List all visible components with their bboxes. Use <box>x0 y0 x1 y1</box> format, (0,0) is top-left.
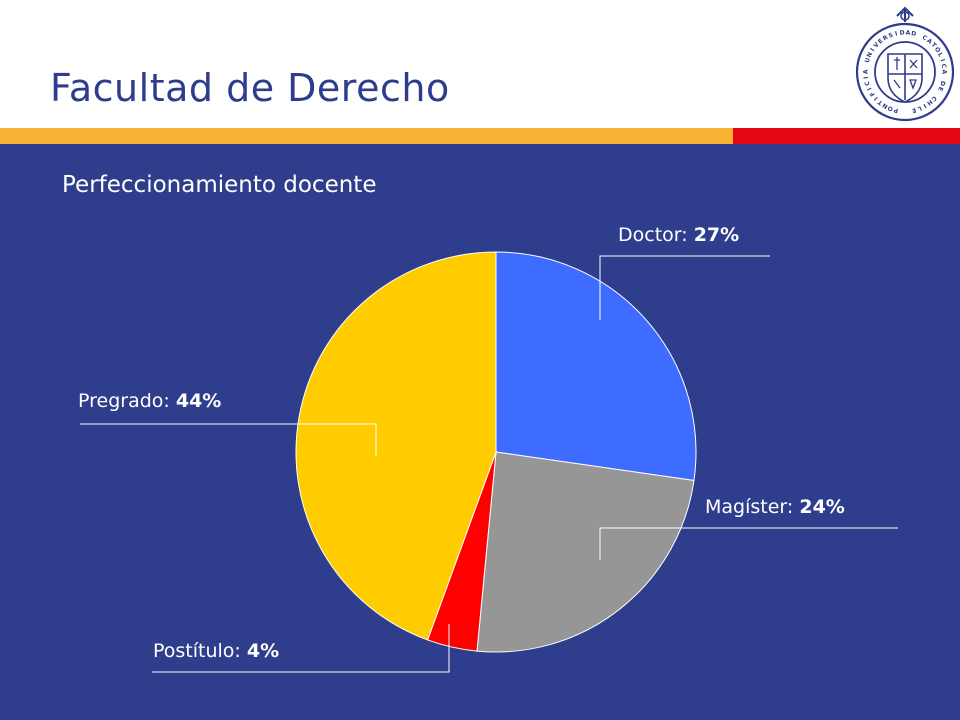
data-label-doctor: Doctor: 27% <box>618 224 739 246</box>
svg-text:I: I <box>863 76 870 79</box>
svg-text:D: D <box>938 80 946 87</box>
svg-text:I: I <box>894 30 898 37</box>
svg-text:T: T <box>930 42 939 50</box>
slice-category-label: Doctor: <box>618 224 694 246</box>
svg-text:A: A <box>925 37 933 46</box>
svg-text:L: L <box>936 52 944 59</box>
slice-value-label: 24% <box>799 496 844 518</box>
callout-line-pregrado <box>80 423 377 456</box>
slice-category-label: Pregrado: <box>78 390 176 412</box>
data-label-magister: Magíster: 24% <box>705 496 845 518</box>
callout-line-postitulo <box>152 624 450 673</box>
svg-text:E: E <box>911 106 917 114</box>
svg-text:A: A <box>905 29 911 36</box>
svg-text:A: A <box>862 69 869 74</box>
svg-text:I: I <box>873 95 880 101</box>
svg-text:A: A <box>940 69 947 74</box>
svg-text:S: S <box>888 32 895 40</box>
slice-category-label: Magíster: <box>705 496 799 518</box>
pie-chart: Doctor: 27% Magíster: 24% Postítulo: 4% Pre… <box>78 224 898 673</box>
svg-text:C: C <box>929 94 938 102</box>
svg-text:O: O <box>887 104 894 112</box>
data-label-pregrado: Pregrado: 44% <box>78 390 221 412</box>
svg-text:I: I <box>939 58 946 62</box>
svg-text:H: H <box>925 98 933 107</box>
pie-slice-doctor <box>495 251 697 482</box>
pie-slice-magister <box>476 451 695 653</box>
page-title: Facultad de Derecho <box>50 66 450 110</box>
svg-text:P: P <box>892 106 898 114</box>
red-header-stripe <box>733 128 960 144</box>
slice-category-label: Postítulo: <box>153 640 247 662</box>
svg-text:D: D <box>899 29 905 36</box>
svg-text:N: N <box>866 51 874 59</box>
callout-line-doctor <box>599 255 770 320</box>
data-label-postitulo: Postítulo: 4% <box>153 640 279 662</box>
svg-text:C: C <box>921 34 929 43</box>
svg-text:V: V <box>872 41 881 49</box>
svg-text:I: I <box>869 47 876 53</box>
svg-text:D: D <box>910 30 916 38</box>
svg-text:I: I <box>866 86 873 91</box>
slice-value-label: 27% <box>694 224 739 246</box>
slide-subtitle: Perfeccionamiento docente <box>62 172 377 198</box>
svg-text:I: I <box>922 102 927 109</box>
slice-value-label: 44% <box>176 390 221 412</box>
svg-text:L: L <box>916 104 922 112</box>
svg-text:Ó: Ó <box>933 46 942 54</box>
orange-header-stripe <box>0 128 733 144</box>
slide-content: Perfeccionamiento docente Doctor: 27% Mag… <box>0 144 960 720</box>
svg-text:C: C <box>940 63 948 69</box>
svg-text:E: E <box>877 37 885 45</box>
slice-value-label: 4% <box>247 640 279 662</box>
pie-slice-pregrado <box>295 251 497 641</box>
svg-text:C: C <box>864 80 872 87</box>
svg-text:F: F <box>869 90 877 97</box>
svg-text:R: R <box>882 34 890 43</box>
svg-text:N: N <box>881 101 889 110</box>
svg-text:T: T <box>876 98 884 107</box>
svg-text:U: U <box>864 57 872 64</box>
callout-line-magister <box>599 527 898 560</box>
svg-text:E: E <box>936 85 944 92</box>
